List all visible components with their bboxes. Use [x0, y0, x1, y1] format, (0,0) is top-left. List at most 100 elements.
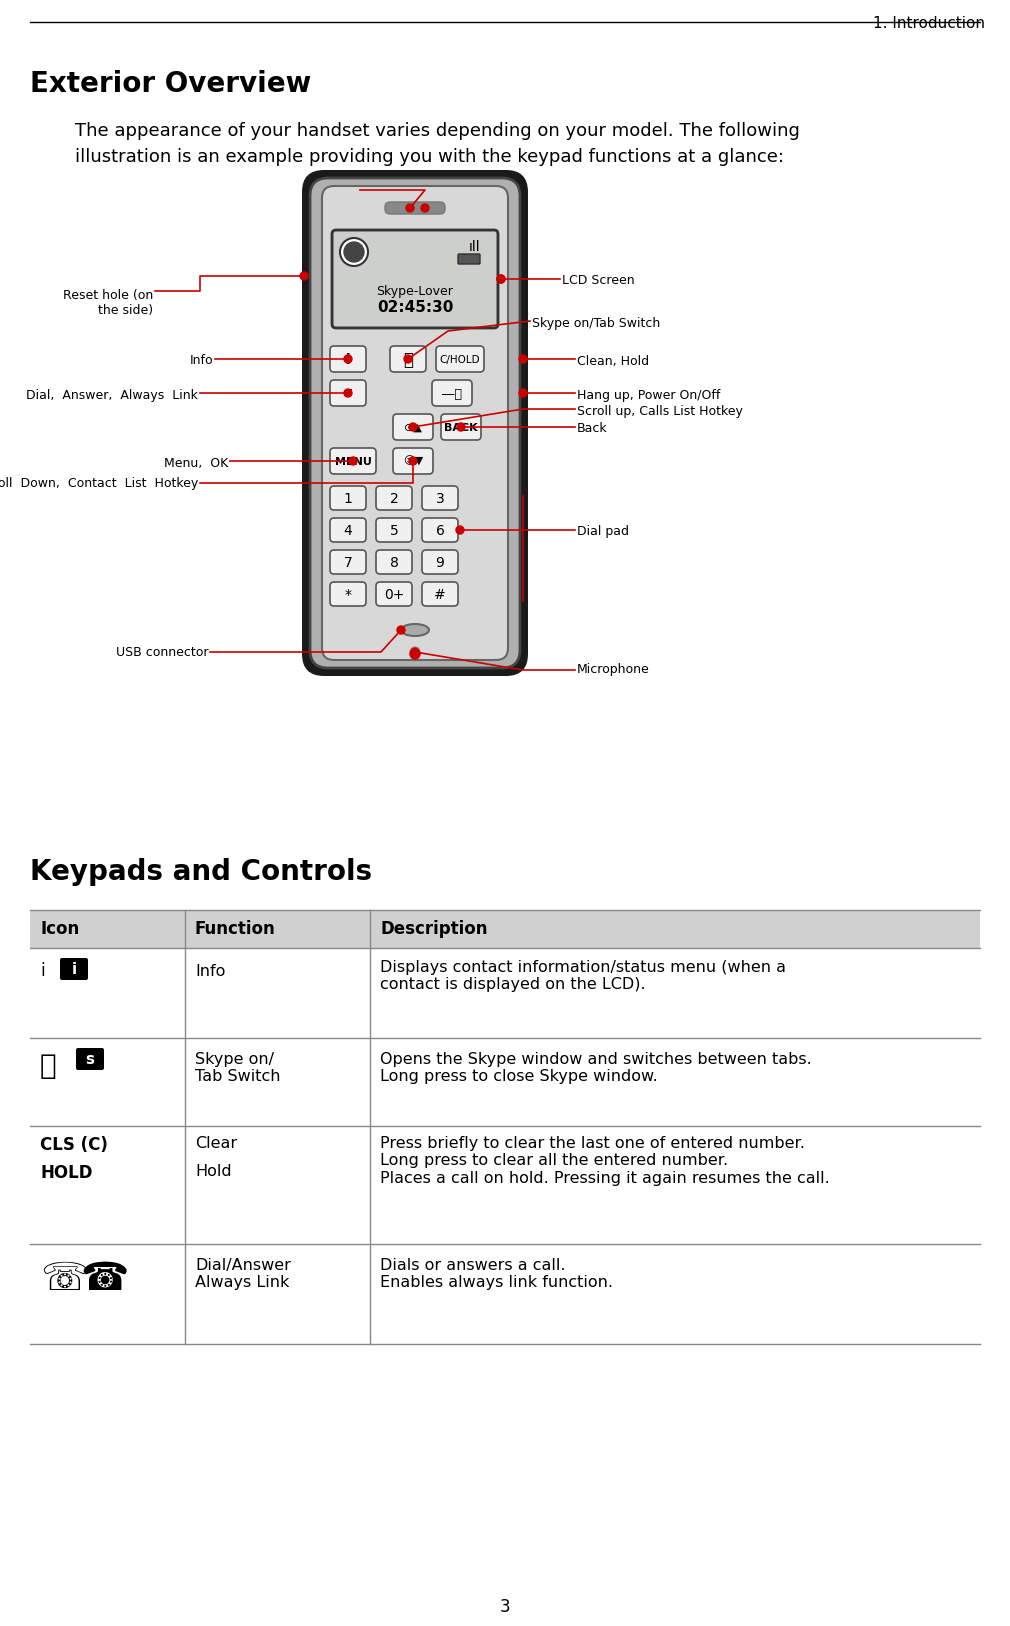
Text: The appearance of your handset varies depending on your model. The following: The appearance of your handset varies de… [75, 122, 800, 140]
Text: HOLD: HOLD [40, 1164, 93, 1182]
FancyBboxPatch shape [376, 519, 412, 541]
Text: 3: 3 [435, 493, 444, 506]
FancyBboxPatch shape [432, 380, 472, 406]
Circle shape [410, 649, 420, 659]
FancyBboxPatch shape [393, 415, 433, 441]
Text: s: s [86, 1052, 95, 1067]
Text: #: # [434, 589, 445, 602]
Circle shape [409, 457, 417, 465]
FancyBboxPatch shape [330, 346, 366, 372]
Text: 9: 9 [435, 556, 444, 571]
Circle shape [409, 423, 417, 431]
Text: 1: 1 [343, 493, 352, 506]
Text: USB connector: USB connector [115, 646, 208, 659]
FancyBboxPatch shape [422, 550, 458, 574]
FancyBboxPatch shape [334, 233, 496, 325]
Circle shape [456, 525, 464, 533]
Circle shape [457, 423, 465, 431]
Text: 1. Introduction: 1. Introduction [873, 16, 985, 31]
Text: Speaker: Speaker [362, 185, 413, 198]
FancyBboxPatch shape [376, 486, 412, 511]
Text: Hang up, Power On/Off: Hang up, Power On/Off [577, 389, 720, 402]
Text: Exterior Overview: Exterior Overview [30, 70, 311, 98]
Text: 3: 3 [500, 1598, 510, 1616]
FancyBboxPatch shape [330, 582, 366, 606]
Circle shape [344, 242, 364, 262]
Circle shape [519, 354, 527, 363]
FancyBboxPatch shape [322, 185, 508, 660]
FancyBboxPatch shape [390, 346, 426, 372]
Text: 02:45:30: 02:45:30 [377, 301, 453, 315]
FancyBboxPatch shape [76, 1049, 104, 1070]
Text: ıll: ıll [469, 241, 480, 254]
Circle shape [344, 389, 352, 397]
Text: i: i [40, 963, 44, 980]
Circle shape [300, 272, 308, 280]
Text: Dial,  Answer,  Always  Link: Dial, Answer, Always Link [26, 389, 198, 402]
Text: ☺▼: ☺▼ [403, 457, 423, 467]
Text: Scroll  Down,  Contact  List  Hotkey: Scroll Down, Contact List Hotkey [0, 476, 198, 489]
FancyBboxPatch shape [60, 958, 88, 980]
FancyBboxPatch shape [330, 519, 366, 541]
Circle shape [497, 275, 505, 283]
Ellipse shape [401, 624, 429, 636]
Text: CLS (C): CLS (C) [40, 1137, 108, 1154]
Circle shape [344, 354, 352, 363]
Text: Skype-Lover: Skype-Lover [377, 285, 453, 298]
FancyBboxPatch shape [422, 582, 458, 606]
Circle shape [519, 389, 527, 397]
FancyBboxPatch shape [376, 550, 412, 574]
Text: Keypads and Controls: Keypads and Controls [30, 859, 372, 886]
Circle shape [497, 275, 505, 283]
Text: Clear: Clear [195, 1137, 237, 1151]
Text: Skype on/Tab Switch: Skype on/Tab Switch [532, 317, 661, 330]
Text: Opens the Skype window and switches between tabs.
Long press to close Skype wind: Opens the Skype window and switches betw… [380, 1052, 812, 1085]
Circle shape [397, 626, 405, 634]
Text: 6: 6 [435, 524, 444, 538]
Bar [30, 911, 980, 948]
Text: Description: Description [380, 920, 488, 938]
Circle shape [404, 354, 412, 363]
Text: BACK: BACK [444, 423, 478, 433]
Text: 7: 7 [343, 556, 352, 571]
Text: Clean, Hold: Clean, Hold [577, 354, 649, 367]
FancyBboxPatch shape [376, 582, 412, 606]
Text: Ⓢ: Ⓢ [40, 1052, 57, 1080]
FancyBboxPatch shape [332, 229, 498, 328]
FancyBboxPatch shape [385, 202, 445, 215]
Text: Dial/Answer
Always Link: Dial/Answer Always Link [195, 1259, 291, 1291]
Text: Icon: Icon [40, 920, 79, 938]
Circle shape [406, 203, 414, 211]
Text: Info: Info [190, 354, 213, 367]
FancyBboxPatch shape [330, 380, 366, 406]
FancyBboxPatch shape [422, 519, 458, 541]
Text: MENU: MENU [334, 457, 372, 467]
Text: Skype on/
Tab Switch: Skype on/ Tab Switch [195, 1052, 281, 1085]
Circle shape [349, 457, 357, 465]
Text: illustration is an example providing you with the keypad functions at a glance:: illustration is an example providing you… [75, 148, 784, 166]
FancyBboxPatch shape [458, 254, 480, 263]
Text: C/HOLD: C/HOLD [439, 354, 481, 364]
Text: 4: 4 [343, 524, 352, 538]
FancyBboxPatch shape [330, 550, 366, 574]
Text: Ⓢ: Ⓢ [403, 351, 413, 369]
Text: ―ⓘ: ―ⓘ [442, 387, 462, 400]
Text: ✓: ✓ [341, 387, 355, 402]
Circle shape [421, 203, 429, 211]
Text: LCD Screen: LCD Screen [562, 275, 634, 288]
Text: Back: Back [577, 423, 608, 436]
Circle shape [411, 649, 419, 655]
Text: ☎: ☎ [80, 1260, 128, 1298]
Text: ⊙▲: ⊙▲ [404, 423, 422, 433]
FancyBboxPatch shape [330, 449, 376, 475]
Text: Hold: Hold [195, 1164, 231, 1179]
Text: ☏: ☏ [40, 1260, 89, 1298]
Text: Displays contact information/status menu (when a
contact is displayed on the LCD: Displays contact information/status menu… [380, 959, 786, 992]
FancyBboxPatch shape [393, 449, 433, 475]
Text: Dials or answers a call.
Enables always link function.: Dials or answers a call. Enables always … [380, 1259, 613, 1291]
FancyBboxPatch shape [310, 177, 520, 668]
Circle shape [340, 237, 368, 267]
Text: 8: 8 [390, 556, 398, 571]
FancyBboxPatch shape [302, 171, 528, 676]
Text: Function: Function [195, 920, 276, 938]
